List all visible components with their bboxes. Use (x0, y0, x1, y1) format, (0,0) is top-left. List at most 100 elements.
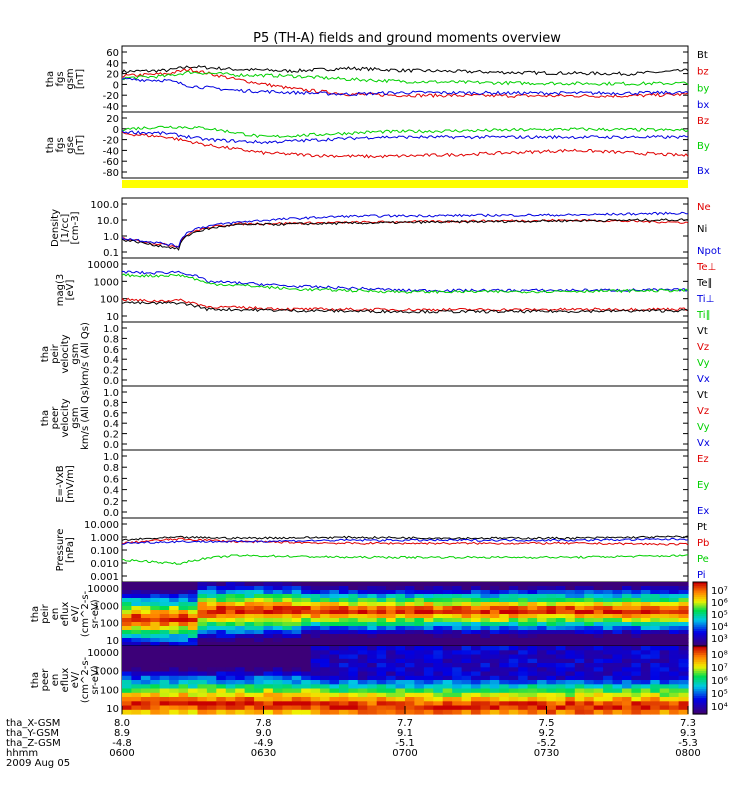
spectrogram-cell (178, 602, 189, 607)
spectrogram-cell (339, 705, 349, 711)
spectrogram-cell (659, 654, 670, 660)
spectrogram-cell (329, 634, 340, 639)
spectrogram-cell (603, 705, 614, 711)
spectrogram-cell (631, 705, 642, 711)
spectrogram-cell (603, 663, 614, 668)
spectrogram-cell (263, 582, 274, 587)
spectrogram-cell (593, 586, 604, 591)
spectrogram-cell (395, 646, 406, 651)
spectrogram-cell (376, 634, 387, 639)
spectrogram-cell (499, 709, 510, 715)
spectrogram-cell (603, 650, 614, 656)
spectrogram-cell (518, 701, 529, 707)
spectrogram-cell (565, 598, 576, 603)
spectrogram-cell (650, 634, 661, 639)
spectrogram-cell (150, 602, 161, 607)
spectrogram-cell (150, 675, 161, 681)
spectrogram-cell (122, 688, 132, 694)
spectrogram-cell (480, 590, 491, 595)
spectrogram-cell (518, 658, 529, 664)
spectrogram-cell (188, 610, 198, 615)
spectrogram-cell (452, 654, 463, 660)
spectrogram-cell (612, 650, 623, 656)
spectrogram-cell (650, 646, 661, 651)
spectrogram-cell (178, 705, 189, 711)
xaxis-row-value: 0630 (251, 748, 276, 759)
spectrogram-cell (480, 614, 491, 619)
spectrogram-cell (631, 582, 642, 587)
spectrogram-cell (376, 582, 387, 587)
xaxis-row-value: 7.3 (680, 718, 696, 729)
spectrogram-cell (452, 610, 463, 615)
spectrogram-cell (310, 642, 321, 647)
legend-label: Vy (697, 422, 710, 433)
spectrogram-cell (131, 614, 142, 619)
ylabel-line: Pressure (55, 529, 66, 572)
spectrogram-cell (565, 586, 576, 591)
spectrogram-cell (414, 675, 425, 681)
spectrogram-cell (669, 618, 680, 623)
spectrogram-cell (376, 697, 387, 702)
spectrogram-cell (508, 642, 519, 647)
spectrogram-cell (508, 586, 519, 591)
spectrogram-cell (386, 697, 397, 702)
spectrogram-cell (291, 654, 302, 660)
spectrogram-cell (235, 606, 246, 611)
spectrogram-cell (282, 692, 293, 698)
spectrogram-cell (339, 646, 349, 651)
spectrogram-cell (244, 701, 255, 707)
spectrogram-cell (574, 602, 585, 607)
spectrogram-cell (612, 610, 623, 615)
spectrogram-cell (584, 688, 595, 694)
ylabel-line: sr-eV) (90, 665, 101, 694)
spectrogram-cell (489, 688, 500, 694)
spectrogram-cell (235, 622, 246, 627)
colorbar-cell (693, 698, 707, 701)
spectrogram-cell (178, 634, 189, 639)
spectrogram-cell (461, 692, 472, 698)
spectrogram-cell (555, 675, 566, 681)
spectrogram-cell (206, 663, 217, 668)
spectrogram-cell (122, 705, 132, 711)
spectrogram-cell (244, 598, 255, 603)
spectrogram-cell (216, 675, 227, 681)
spectrogram-cell (650, 610, 661, 615)
spectrogram-cell (197, 642, 208, 647)
spectrogram-cell (272, 626, 283, 631)
spectrogram-cell (310, 705, 321, 711)
spectrogram-cell (244, 650, 255, 656)
spectrogram-cell (282, 610, 293, 615)
spectrogram-cell (159, 688, 170, 694)
spectrogram-cell (122, 626, 132, 631)
spectrogram-cell (659, 630, 670, 635)
spectrogram-cell (320, 598, 331, 603)
spectrogram-cell (631, 586, 642, 591)
spectrogram-cell (178, 630, 189, 635)
spectrogram-cell (131, 650, 142, 656)
spectrogram-cell (678, 684, 689, 690)
spectrogram-cell (461, 590, 472, 595)
spectrogram-cell (235, 594, 246, 599)
spectrogram-cell (169, 582, 180, 587)
spectrogram-cell (650, 622, 661, 627)
spectrogram-cell (206, 680, 217, 685)
spectrogram-cell (622, 586, 632, 591)
spectrogram-cell (225, 594, 236, 599)
spectrogram-cell (216, 709, 227, 715)
spectrogram-cell (499, 646, 510, 651)
spectrogram-cell (565, 658, 576, 664)
spectrogram-cell (310, 671, 321, 677)
spectrogram-cell (527, 671, 538, 677)
spectrogram-cell (471, 586, 481, 591)
xaxis-row-value: 8.9 (114, 728, 130, 739)
spectrogram-cell (405, 582, 415, 587)
spectrogram-cell (405, 701, 415, 707)
spectrogram-cell (386, 622, 397, 627)
spectrogram-cell (593, 663, 604, 668)
spectrogram-cell (678, 610, 689, 615)
spectrogram-cell (442, 634, 453, 639)
spectrogram-cell (537, 626, 548, 631)
spectrogram-cell (584, 646, 595, 651)
spectrogram-cell (254, 594, 265, 599)
spectrogram-cell (574, 709, 585, 715)
